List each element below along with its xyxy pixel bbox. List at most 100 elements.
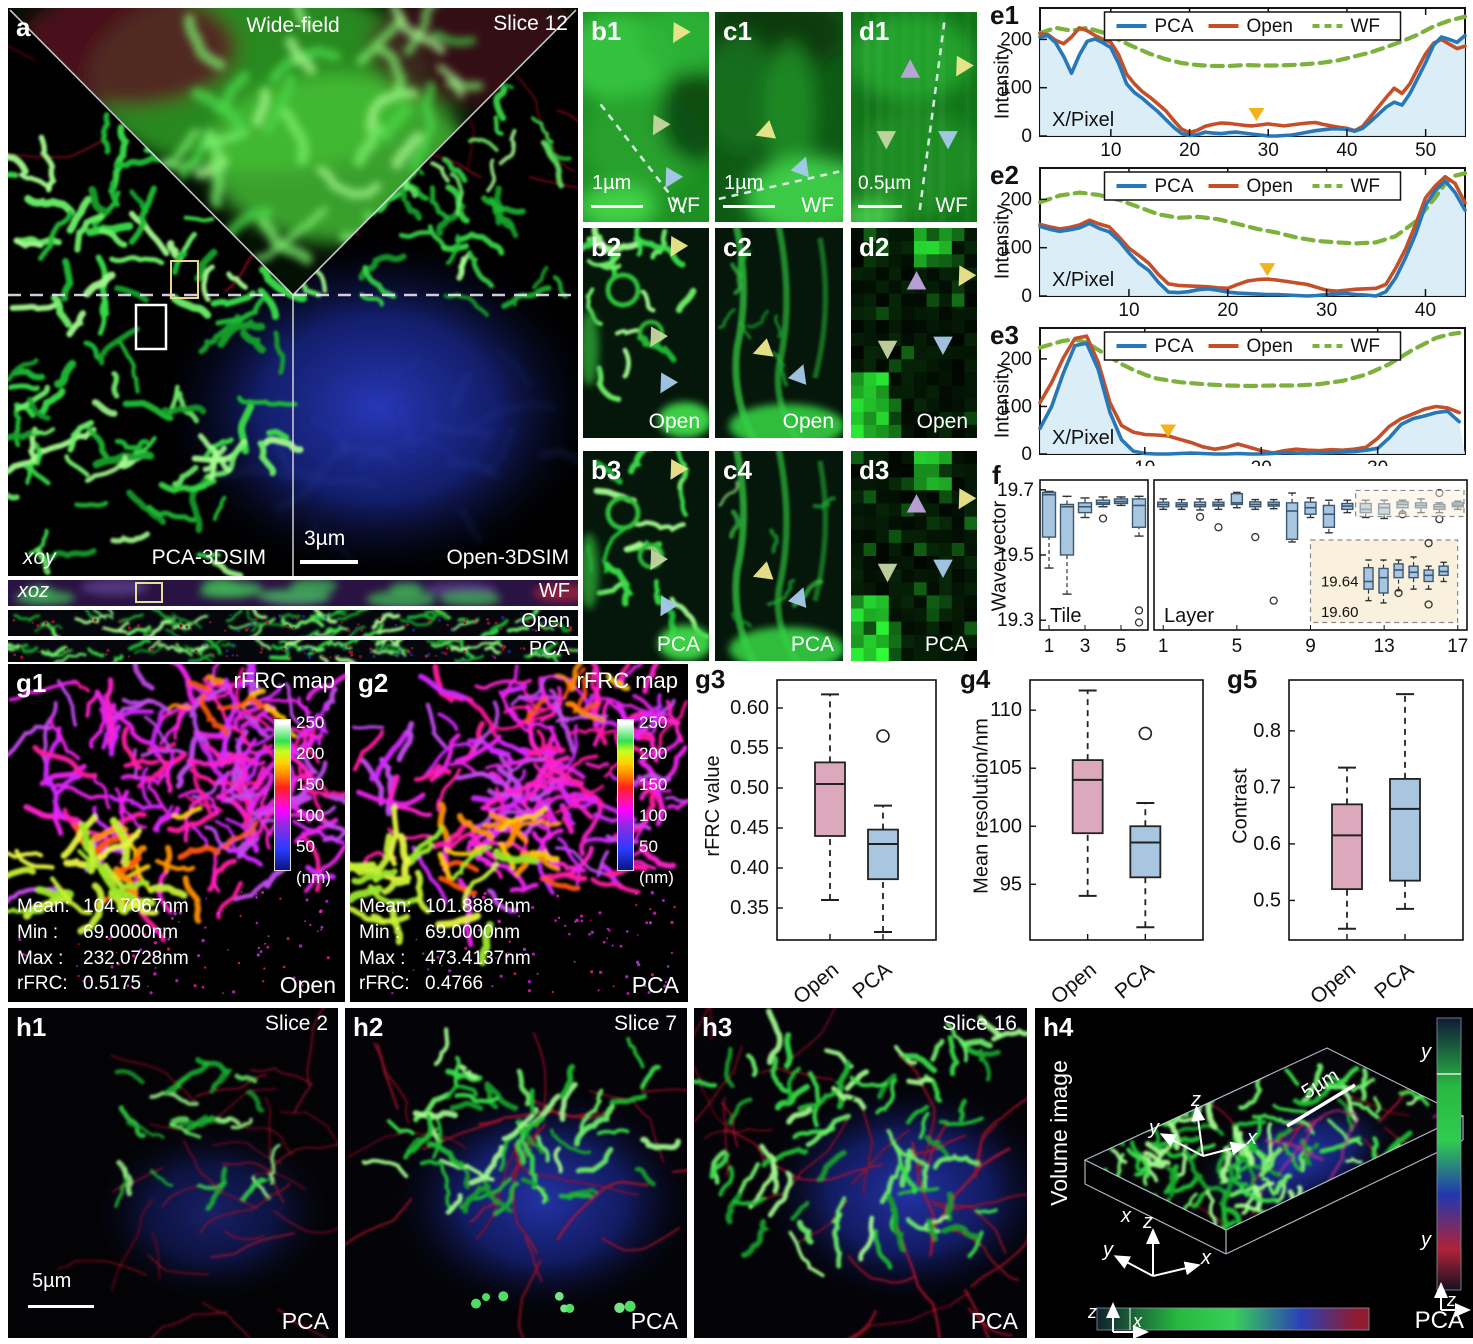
svg-text:Tile: Tile <box>1050 605 1081 627</box>
svg-text:PCA: PCA <box>1111 958 1159 1002</box>
h4-method: PCA <box>1414 1306 1464 1334</box>
crop-b2: b2 Open <box>583 228 709 438</box>
chart-e3: e3 Intensity 0100200102030PCAOpenWFX/Pix… <box>988 320 1473 480</box>
chart-e2: e2 Intensity 0 100 200 10 20 30 40 PCA Open WF X/P… <box>988 160 1473 322</box>
chart-f: f Wave vector 19.7 19.5 19.3 1 3 5 1 5 9 13 17 Tile… <box>988 460 1473 662</box>
h1-scalebar <box>28 1305 94 1308</box>
g1-label: g1 <box>16 668 47 698</box>
svg-text:0: 0 <box>1021 444 1032 465</box>
svg-text:x: x <box>1120 1205 1132 1227</box>
h1-image <box>8 1008 338 1338</box>
h3-method: PCA <box>970 1307 1018 1334</box>
svg-text:y: y <box>1419 1041 1432 1063</box>
panel-a-label: a <box>16 12 31 42</box>
svg-text:0: 0 <box>1021 286 1032 307</box>
crop-c1-scalebar-label: 1µm <box>724 172 764 194</box>
crop-d1-method: WF <box>935 193 968 217</box>
crop-c2-image <box>715 228 843 438</box>
chart-g5-ylabel: Contrast <box>1229 768 1252 844</box>
svg-text:WF: WF <box>1351 176 1381 197</box>
chart-g4: g4 Mean resolution/nm 95 100 105 110 Open PCA <box>958 664 1225 1009</box>
svg-text:9: 9 <box>1305 636 1316 657</box>
svg-text:PCA: PCA <box>1155 16 1194 37</box>
crop-c4-image <box>715 451 843 661</box>
svg-text:0.50: 0.50 <box>730 777 769 799</box>
crop-c1-scalebar <box>723 205 775 208</box>
g1-colorbar: 250 200 150 100 50 (nm) <box>274 713 331 887</box>
crop-b3: b3 PCA <box>583 451 709 661</box>
chart-e3-ylabel: Intensity <box>991 363 1014 439</box>
svg-text:Layer: Layer <box>1164 605 1214 627</box>
svg-text:PCA: PCA <box>1155 336 1194 357</box>
plane-xoz-label: xoz <box>18 580 50 602</box>
chart-g3: g3 rFRC value 0.35 0.40 0.45 0.50 0.55 0.60 Op… <box>693 664 958 1009</box>
strip-pca-image <box>8 640 578 662</box>
svg-text:19.5: 19.5 <box>997 545 1034 566</box>
svg-text:40: 40 <box>1336 140 1357 161</box>
slice-label: Slice 12 <box>493 12 568 35</box>
svg-text:PCA: PCA <box>848 958 896 1002</box>
svg-text:95: 95 <box>1000 873 1022 895</box>
scalebar-3um-label: 3µm <box>304 526 346 550</box>
method-open3dsim-label: Open-3DSIM <box>446 545 569 569</box>
svg-text:50: 50 <box>1415 140 1436 161</box>
svg-text:0.8: 0.8 <box>1253 720 1281 742</box>
crop-d3-method: PCA <box>924 632 968 656</box>
crop-b1-scalebar-label: 1µm <box>592 172 632 194</box>
g1-stat-min: Min :69.0000nm <box>17 922 179 944</box>
svg-text:200: 200 <box>1000 349 1032 370</box>
h1-scalebar-label: 5µm <box>32 1270 72 1292</box>
chart-e2-ylabel: Intensity <box>991 204 1014 280</box>
g2-method: PCA <box>631 971 679 998</box>
g2-cb-50: 50 <box>639 837 658 856</box>
g2-colorbar: 250 200 150 100 50 (nm) <box>617 713 674 887</box>
panel-g2: g2 rFRC map 250 200 150 100 50 (nm) Mean… <box>350 664 688 1002</box>
g1-cb-50: 50 <box>296 837 315 856</box>
svg-text:0: 0 <box>1021 126 1032 147</box>
chart-f-ylabel: Wave vector <box>988 500 1011 612</box>
strip-wf-image <box>8 580 578 606</box>
svg-text:0.45: 0.45 <box>730 817 769 839</box>
svg-text:Open: Open <box>1306 958 1360 1002</box>
crop-b1-method: WF <box>667 193 700 217</box>
svg-text:5: 5 <box>1232 636 1243 657</box>
h1-slice: Slice 2 <box>264 1012 328 1035</box>
svg-text:3: 3 <box>1080 636 1091 657</box>
h3-label: h3 <box>702 1012 733 1042</box>
strip-pca-label: PCA <box>528 640 570 660</box>
panel-h1: h1 Slice 2 5µm PCA <box>8 1008 338 1338</box>
svg-text:PCA: PCA <box>1155 176 1194 197</box>
g1-method: Open <box>279 971 336 998</box>
crop-c1: c1 1µm WF <box>715 12 843 222</box>
strip-xoz-open: Open <box>8 610 578 636</box>
crop-b3-method: PCA <box>656 632 700 656</box>
crop-d1: d1 0.5µm WF <box>851 12 977 222</box>
svg-text:10: 10 <box>1100 140 1121 161</box>
crop-d1-scalebar-label: 0.5µm <box>858 173 912 195</box>
chart-g4-ylabel: Mean resolution/nm <box>970 718 993 894</box>
g1-stat-mean: Mean: 104.7067nm <box>17 896 189 918</box>
chart-e1-ylabel: Intensity <box>991 44 1014 120</box>
panel-a: a Wide-field Slice 12 xoy PCA-3DSIM 3µm … <box>8 8 578 576</box>
strip-wf-label: WF <box>538 580 570 602</box>
crop-d2-label: d2 <box>859 232 890 262</box>
svg-text:Open: Open <box>789 958 843 1002</box>
h1-label: h1 <box>16 1012 47 1042</box>
g2-stat-rfrc: rFRC: 0.4766 <box>359 973 484 995</box>
svg-text:100: 100 <box>1000 78 1032 99</box>
h2-slice: Slice 7 <box>613 1012 677 1035</box>
svg-text:0.6: 0.6 <box>1253 833 1281 855</box>
chart-f-label: f <box>992 460 1001 490</box>
svg-text:13: 13 <box>1374 636 1395 657</box>
svg-text:z: z <box>1190 1089 1201 1111</box>
h4-label: h4 <box>1043 1012 1074 1042</box>
svg-text:X/Pixel: X/Pixel <box>1052 269 1114 291</box>
svg-text:1: 1 <box>1158 636 1169 657</box>
chart-e3-label: e3 <box>990 320 1019 350</box>
crop-c1-image <box>715 12 843 222</box>
g2-stats: Mean: 101.8887nm Min :69.0000nm Max :473.… <box>359 894 531 997</box>
method-pca3dsim-label: PCA-3DSIM <box>151 545 266 569</box>
g2-cb-150: 150 <box>639 775 668 794</box>
svg-text:0.5: 0.5 <box>1253 889 1281 911</box>
